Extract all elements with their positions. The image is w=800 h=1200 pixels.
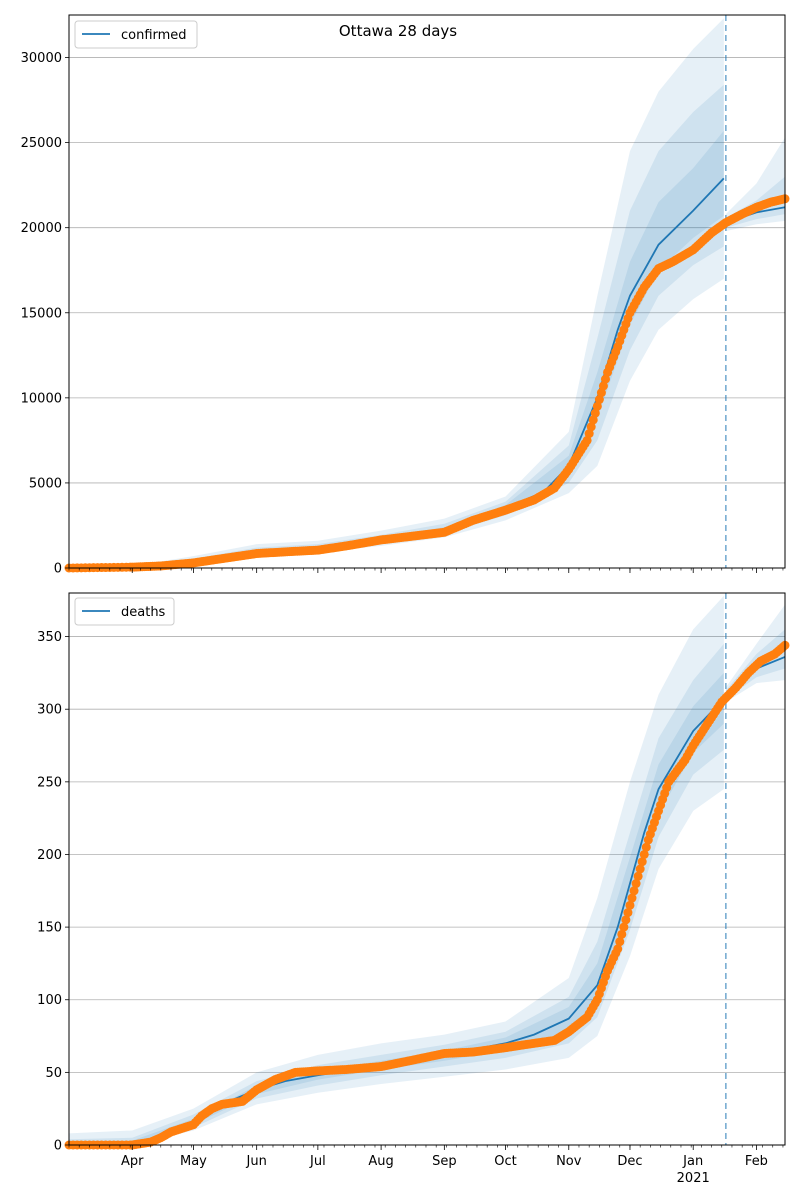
- x-tick-label: Feb: [745, 1154, 768, 1169]
- uncertainty-bands: [69, 595, 785, 1145]
- y-tick-label: 30000: [21, 51, 62, 66]
- observed-point: [641, 842, 651, 852]
- observed-point: [586, 422, 596, 432]
- uncertainty-band: [69, 672, 724, 1145]
- y-tick-label: 50: [45, 1066, 62, 1081]
- plot-frame: [68, 14, 786, 569]
- observed-point: [637, 857, 647, 867]
- observed-point: [592, 401, 602, 411]
- observed-point: [598, 381, 608, 391]
- y-tick-label: 150: [37, 921, 62, 936]
- x-year-label: 2021: [677, 1171, 710, 1186]
- y-gridlines: [69, 57, 785, 569]
- y-tick-label: 200: [37, 848, 62, 863]
- observed-point: [633, 871, 643, 881]
- uncertainty-band: [69, 595, 724, 1145]
- observed-point: [631, 879, 641, 889]
- y-tick-label: 0: [54, 562, 62, 577]
- observed-points: [64, 640, 790, 1150]
- y-tick-label: 250: [37, 775, 62, 790]
- observed-point: [627, 893, 637, 903]
- observed-point: [629, 886, 639, 896]
- legend: deaths: [74, 597, 175, 626]
- deaths-chart: 0 50 100 150 200 250 300 350 Apr May Jun Jul Aug Sep O…: [37, 592, 790, 1186]
- observed-point: [625, 900, 635, 910]
- x-tick-label: Sep: [432, 1154, 457, 1169]
- x-tick-label: May: [180, 1154, 207, 1169]
- observed-point: [600, 374, 610, 384]
- uncertainty-band: [69, 643, 724, 1145]
- y-tick-label: 15000: [21, 306, 62, 321]
- x-tick-label: Jul: [309, 1154, 326, 1169]
- axes: 0 5000 10000 15000 20000 25000 30000: [21, 14, 786, 577]
- observed-point: [615, 937, 625, 947]
- chart-title: Ottawa 28 days: [339, 22, 457, 40]
- axes: 0 50 100 150 200 250 300 350 Apr May Jun Jul Aug Sep O…: [37, 592, 786, 1186]
- y-tick-label: 25000: [21, 136, 62, 151]
- x-tick-label: Oct: [494, 1154, 516, 1169]
- confirmed-chart: 0 5000 10000 15000 20000 25000 30000 confirmed…: [21, 14, 790, 577]
- observed-point: [594, 395, 604, 405]
- plot-frame: [68, 592, 786, 1146]
- observed-point: [588, 415, 598, 425]
- x-tick-label: Apr: [121, 1154, 144, 1169]
- legend-label: deaths: [121, 605, 166, 620]
- y-tick-label: 300: [37, 703, 62, 718]
- y-tick-label: 10000: [21, 391, 62, 406]
- y-tick-label: 350: [37, 630, 62, 645]
- observed-point: [623, 908, 633, 918]
- observed-point: [613, 944, 623, 954]
- observed-point: [596, 388, 606, 398]
- x-tick-label: Nov: [556, 1154, 582, 1169]
- observed-point: [584, 429, 594, 439]
- observed-point: [617, 929, 627, 939]
- legend: confirmed: [74, 20, 198, 49]
- observed-points: [64, 194, 790, 573]
- legend-box: [74, 20, 198, 49]
- y-tick-label: 5000: [29, 476, 62, 491]
- legend-label: confirmed: [121, 28, 187, 43]
- forecast-band: [725, 137, 785, 232]
- observed-point: [635, 864, 645, 874]
- observed-point: [621, 915, 631, 925]
- observed-point: [639, 849, 649, 859]
- x-tick-label: Jun: [246, 1154, 267, 1169]
- y-tick-label: 20000: [21, 221, 62, 236]
- uncertainty-bands: [69, 18, 785, 569]
- x-tick-label: Aug: [368, 1154, 393, 1169]
- observed-point: [619, 922, 629, 932]
- y-tick-label: 0: [54, 1139, 62, 1154]
- y-tick-label: 100: [37, 993, 62, 1008]
- observed-point: [582, 435, 592, 445]
- legend-box: [74, 597, 175, 626]
- x-tick-label: Jan: [682, 1154, 703, 1169]
- x-tick-label: Dec: [617, 1154, 642, 1169]
- observed-point: [590, 408, 600, 418]
